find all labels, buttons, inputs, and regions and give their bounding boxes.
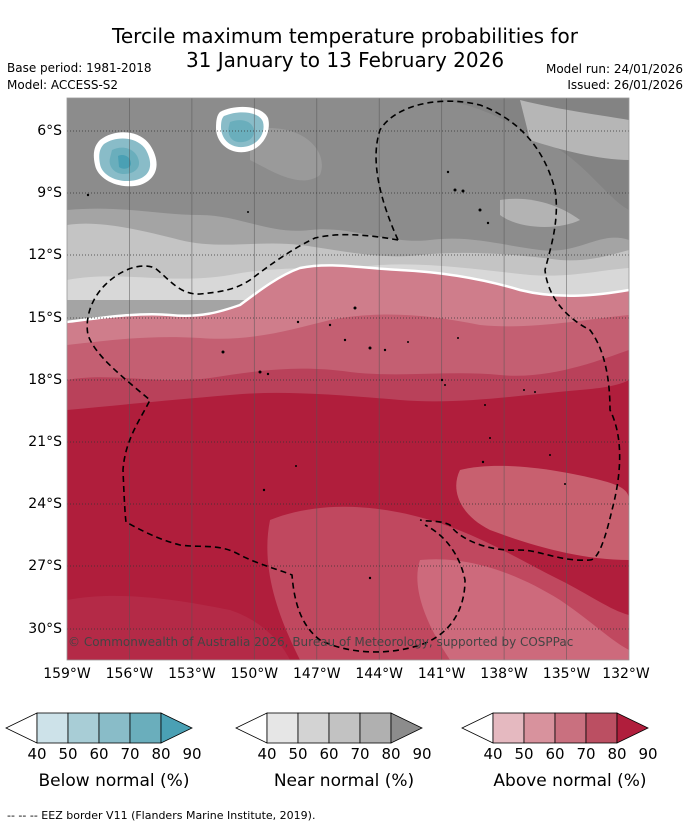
colorbar-segment: [129, 712, 162, 744]
latitude-lines: [67, 130, 629, 630]
above-normal-label: Above normal (%): [493, 771, 647, 791]
near-normal-high: [67, 98, 629, 251]
colorbar-tick-label: 70: [350, 745, 370, 763]
colorbar-extend-high: [160, 712, 193, 744]
colorbar-extend-low: [235, 712, 268, 744]
colorbar-tick-label: 40: [27, 745, 47, 763]
above-normal-colorbar: [461, 712, 649, 744]
lon-label: 150°W: [230, 666, 279, 682]
base-period: Base period: 1981-2018: [7, 61, 152, 75]
lat-label: 9°S: [37, 185, 62, 201]
colorbar-segment: [523, 712, 556, 744]
lat-label: 30°S: [28, 621, 62, 637]
colorbar-tick-label: 80: [381, 745, 401, 763]
colorbar-segment: [297, 712, 330, 744]
probability-map: [66, 97, 630, 661]
colorbar-tick-label: 80: [151, 745, 171, 763]
copyright-notice: © Commonwealth of Australia 2026, Bureau…: [68, 635, 574, 649]
colorbar-tick-label: 90: [412, 745, 432, 763]
lat-label: 24°S: [28, 496, 62, 512]
lat-label: 15°S: [28, 310, 62, 326]
colorbar-tick-label: 50: [514, 745, 534, 763]
issued-date: Issued: 26/01/2026: [567, 78, 683, 92]
lon-label: 159°W: [43, 666, 91, 682]
lat-label: 18°S: [28, 372, 62, 388]
colorbar-segment: [67, 712, 100, 744]
lon-label: 147°W: [293, 666, 341, 682]
lon-label: 138°W: [480, 666, 528, 682]
lon-label: 156°W: [105, 666, 154, 682]
colorbar-tick-label: 70: [576, 745, 596, 763]
lon-label: 132°W: [602, 666, 650, 682]
eez-footnote: -- -- -- EEZ border V11 (Flanders Marine…: [7, 809, 316, 822]
lat-label: 27°S: [28, 558, 62, 574]
model-run: Model run: 24/01/2026: [545, 62, 683, 76]
colorbar-tick-label: 90: [182, 745, 202, 763]
near-normal-colorbar: [235, 712, 423, 744]
islands: [86, 170, 566, 580]
colorbar-tick-label: 80: [607, 745, 627, 763]
lon-label: 144°W: [355, 666, 403, 682]
below-normal-colorbar: [5, 712, 193, 744]
lon-label: 153°W: [168, 666, 216, 682]
lat-label: 21°S: [28, 434, 62, 450]
colorbar-tick-label: 70: [120, 745, 140, 763]
colorbar-segment: [98, 712, 131, 744]
colorbar-tick-label: 50: [58, 745, 78, 763]
colorbar-segment: [492, 712, 525, 744]
chart-title-line2: 31 January to 13 February 2026: [185, 48, 505, 72]
colorbar-tick-label: 60: [319, 745, 339, 763]
colorbar-segment: [328, 712, 361, 744]
eez-borders: [86, 100, 621, 653]
model-name: Model: ACCESS-S2: [7, 78, 119, 92]
lon-label: 135°W: [542, 666, 591, 682]
colorbar-tick-label: 40: [483, 745, 503, 763]
lat-label: 6°S: [37, 123, 62, 139]
colorbar-segment: [585, 712, 618, 744]
colorbar-tick-label: 40: [257, 745, 277, 763]
chart-title-line1: Tercile maximum temperature probabilitie…: [112, 24, 578, 48]
colorbar-tick-label: 50: [288, 745, 308, 763]
colorbar-segment: [359, 712, 392, 744]
below-normal-label: Below normal (%): [38, 771, 190, 791]
colorbar-segment: [36, 712, 69, 744]
lon-label: 141°W: [417, 666, 466, 682]
near-normal-label: Near normal (%): [273, 771, 415, 791]
colorbar-extend-high: [390, 712, 423, 744]
colorbar-extend-low: [461, 712, 494, 744]
lat-label: 12°S: [28, 247, 62, 263]
colorbar-tick-label: 60: [545, 745, 565, 763]
colorbar-segment: [266, 712, 299, 744]
colorbar-extend-high: [616, 712, 649, 744]
colorbar-tick-label: 90: [638, 745, 658, 763]
colorbar-extend-low: [5, 712, 38, 744]
colorbar-tick-label: 60: [89, 745, 109, 763]
colorbar-segment: [554, 712, 587, 744]
